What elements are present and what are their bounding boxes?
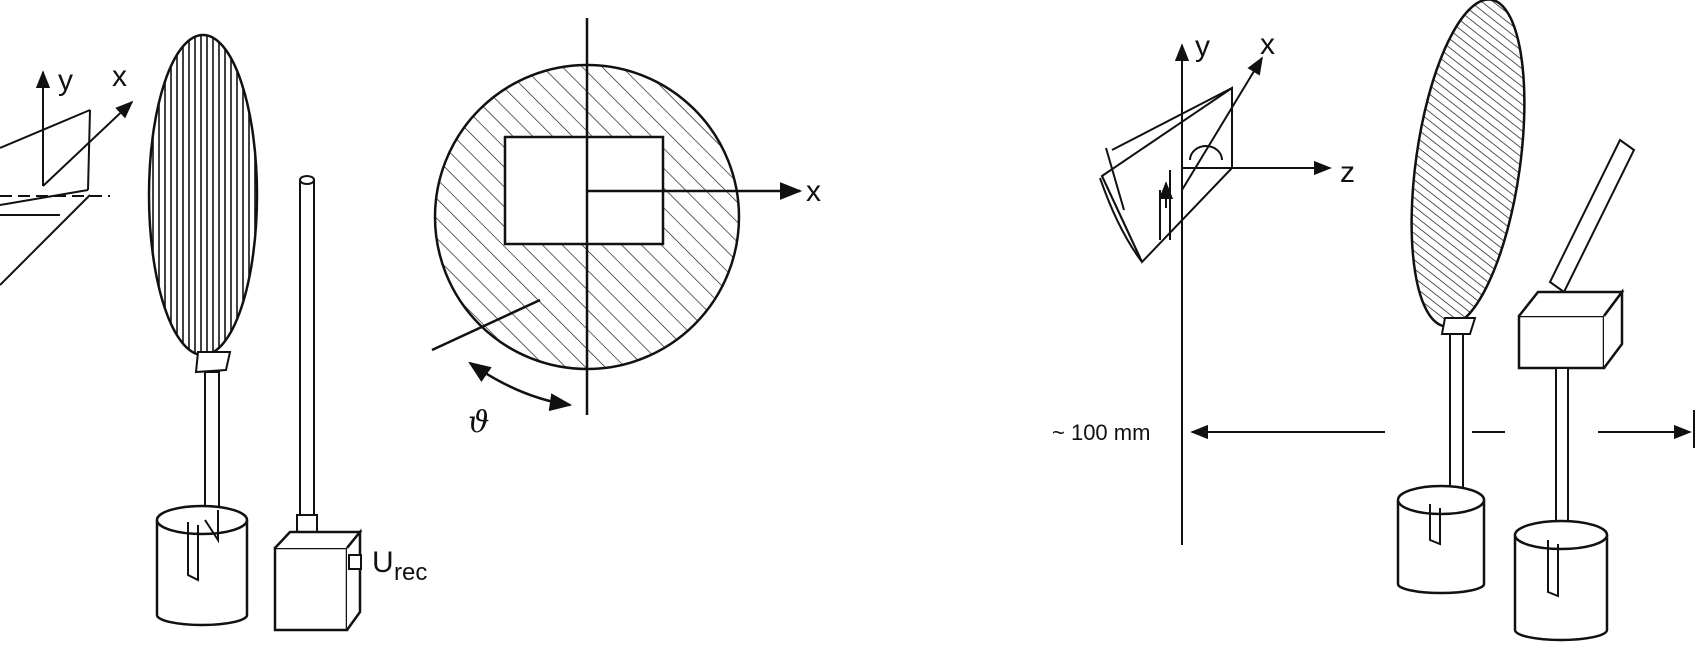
right-x-axis-label: x	[1260, 28, 1275, 61]
left-wedge	[0, 109, 110, 286]
receiver-voltage-subscript: rec	[394, 559, 427, 586]
left-axes	[35, 70, 134, 187]
right-setup: y x z ~ 100 mm	[1052, 0, 1695, 642]
right-wedge	[1099, 86, 1233, 264]
rotation-angle-label: ϑ	[468, 405, 489, 440]
aperture-disc	[431, 18, 803, 415]
right-antenna	[1396, 0, 1526, 595]
receiver-probe	[273, 175, 363, 632]
transmitter-antenna	[147, 33, 259, 627]
left-x-axis-label: x	[112, 60, 127, 93]
left-y-axis-label: y	[58, 64, 73, 97]
distance-dimension	[1190, 410, 1695, 448]
disc-x-axis-label: x	[806, 175, 821, 208]
right-y-axis-label: y	[1195, 30, 1210, 63]
right-axes	[1174, 43, 1332, 545]
distance-label: ~ 100 mm	[1052, 420, 1150, 445]
right-receiver	[1513, 138, 1636, 642]
left-setup: y x U rec	[0, 33, 427, 632]
receiver-voltage-label: U	[372, 546, 394, 579]
right-z-axis-label: z	[1340, 156, 1355, 189]
